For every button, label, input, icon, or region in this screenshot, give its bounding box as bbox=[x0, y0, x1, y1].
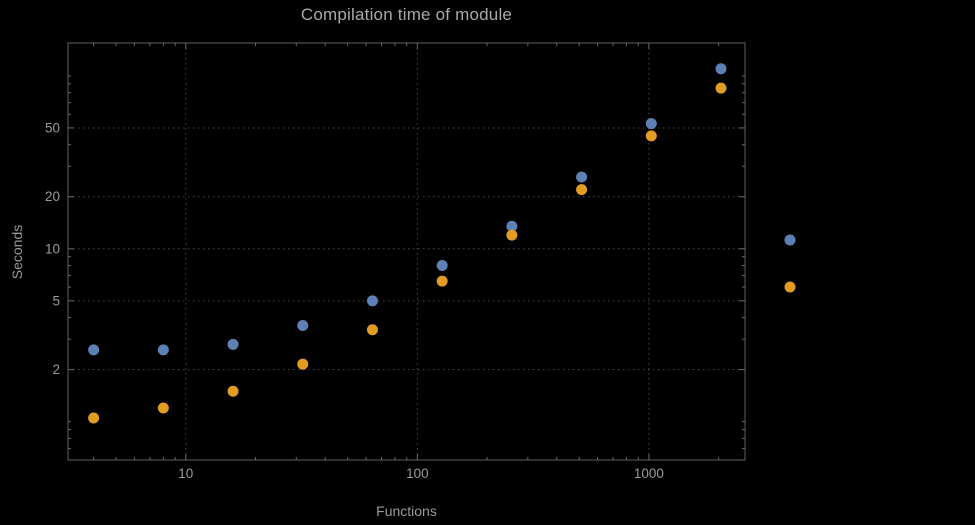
data-point-series-1 bbox=[506, 220, 518, 232]
data-point-series-1 bbox=[157, 344, 169, 356]
data-point-series-2 bbox=[297, 358, 309, 370]
y-tick-label: 5 bbox=[52, 293, 60, 308]
data-point-series-2 bbox=[227, 385, 239, 397]
x-axis-label: Functions bbox=[376, 503, 437, 519]
y-tick-label: 10 bbox=[45, 241, 60, 256]
data-point-series-2 bbox=[506, 229, 518, 241]
data-point-series-2 bbox=[88, 412, 100, 424]
data-point-series-2 bbox=[645, 130, 657, 142]
data-point-series-2 bbox=[436, 275, 448, 287]
data-point-series-1 bbox=[715, 63, 727, 75]
data-point-series-1 bbox=[227, 338, 239, 350]
data-point-series-1 bbox=[436, 260, 448, 272]
data-point-series-2 bbox=[715, 82, 727, 94]
y-tick-label: 50 bbox=[45, 120, 60, 135]
data-point-series-1 bbox=[88, 344, 100, 356]
data-point-series-2 bbox=[157, 402, 169, 414]
data-point-series-1 bbox=[297, 319, 309, 331]
plot-frame bbox=[67, 42, 746, 461]
data-point-series-1 bbox=[576, 171, 588, 183]
data-point-series-2 bbox=[576, 184, 588, 196]
y-axis-label: Seconds bbox=[9, 224, 25, 280]
data-point-series-1 bbox=[366, 295, 378, 307]
chart-title: Compilation time of module bbox=[300, 5, 513, 24]
data-point-series-1 bbox=[645, 118, 657, 130]
x-tick-label: 1000 bbox=[634, 466, 664, 481]
x-tick-label: 10 bbox=[178, 466, 193, 481]
legend-marker-series-2 bbox=[784, 281, 796, 293]
y-tick-label: 20 bbox=[45, 189, 60, 204]
data-point-series-2 bbox=[366, 324, 378, 336]
x-tick-label: 100 bbox=[406, 466, 429, 481]
y-tick-label: 2 bbox=[52, 362, 60, 377]
legend-marker-series-1 bbox=[784, 234, 796, 246]
